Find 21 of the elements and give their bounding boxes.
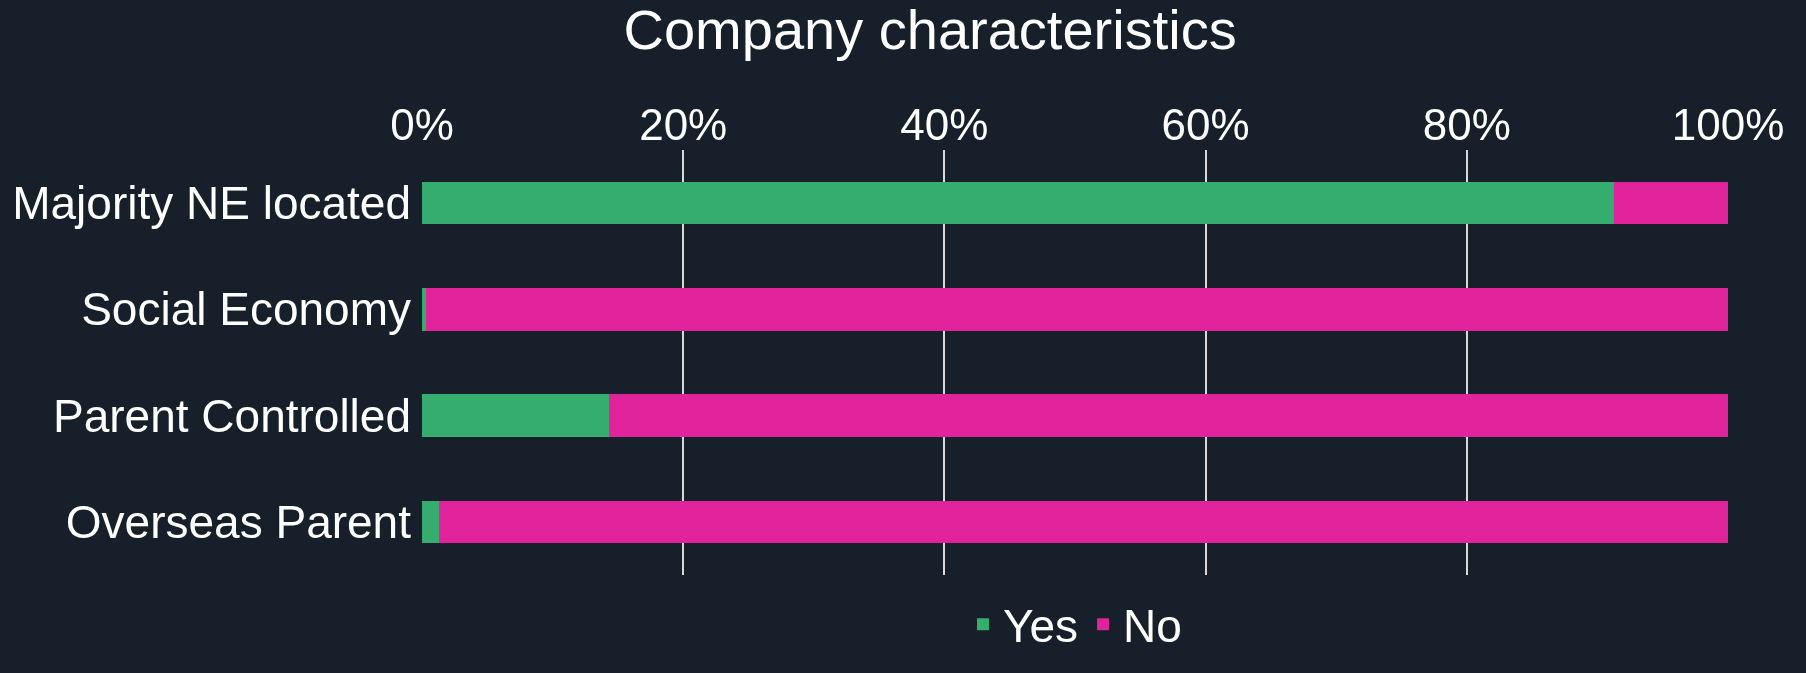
bar [422,288,426,331]
legend-label: No [1123,600,1182,653]
x-tick-label: 60% [1161,100,1250,150]
y-tick-label: Majority NE located [12,177,411,230]
legend-label: Yes [1003,600,1079,653]
bar [422,500,439,544]
bar [422,394,609,437]
x-tick-label: 20% [639,100,728,150]
bar [438,500,1728,544]
y-tick-label: Overseas Parent [65,495,412,548]
chart-title: Company characteristics [623,0,1237,62]
y-tick-label: Parent Controlled [53,389,411,442]
x-tick-label: 0% [390,100,454,150]
x-tick-label: 100% [1671,100,1785,150]
bar [422,181,1615,225]
x-tick-label: 80% [1422,100,1511,150]
bar [608,394,1728,437]
bar [1614,181,1728,225]
x-tick-label: 40% [900,100,989,150]
bar [425,288,1728,331]
y-tick-label: Social Economy [81,283,411,336]
